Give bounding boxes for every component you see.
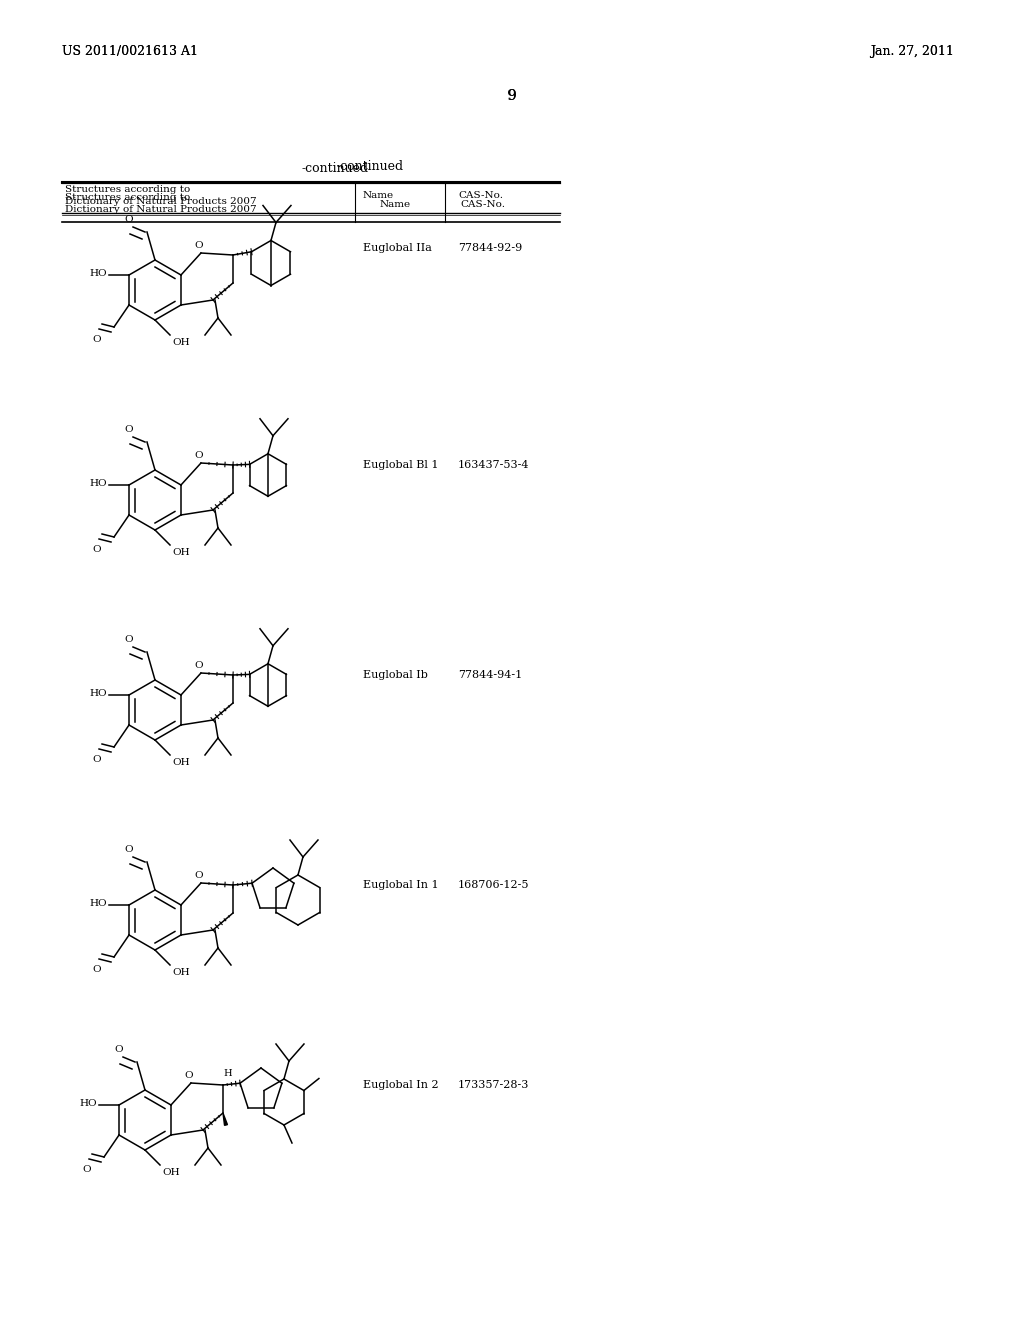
Text: Dictionary of Natural Products 2007: Dictionary of Natural Products 2007 bbox=[65, 197, 257, 206]
Text: 9: 9 bbox=[508, 88, 516, 103]
Text: Euglobal Bl 1: Euglobal Bl 1 bbox=[362, 459, 438, 470]
Text: -continued: -continued bbox=[301, 162, 369, 176]
Text: HO: HO bbox=[89, 479, 108, 488]
Text: O: O bbox=[93, 755, 101, 763]
Text: CAS-No.: CAS-No. bbox=[458, 191, 503, 201]
Text: Euglobal In 1: Euglobal In 1 bbox=[362, 880, 438, 890]
Text: O: O bbox=[125, 425, 133, 434]
Text: O: O bbox=[125, 635, 133, 644]
Text: Jan. 27, 2011: Jan. 27, 2011 bbox=[870, 45, 954, 58]
Text: HO: HO bbox=[89, 689, 108, 698]
Text: OH: OH bbox=[172, 968, 189, 977]
Text: Euglobal IIa: Euglobal IIa bbox=[362, 243, 432, 253]
Text: 9: 9 bbox=[507, 88, 517, 103]
Text: O: O bbox=[93, 544, 101, 553]
Text: H: H bbox=[223, 1068, 232, 1077]
Text: HO: HO bbox=[89, 899, 108, 908]
Text: 168706-12-5: 168706-12-5 bbox=[458, 880, 529, 890]
Text: Structures according to: Structures according to bbox=[65, 185, 190, 194]
Text: O: O bbox=[83, 1164, 91, 1173]
Text: Structures according to: Structures according to bbox=[65, 193, 190, 202]
Text: US 2011/0021613 A1: US 2011/0021613 A1 bbox=[62, 45, 198, 58]
Text: 163437-53-4: 163437-53-4 bbox=[458, 459, 529, 470]
Text: O: O bbox=[125, 846, 133, 854]
Text: O: O bbox=[195, 870, 204, 879]
Text: Dictionary of Natural Products 2007: Dictionary of Natural Products 2007 bbox=[65, 205, 257, 214]
Text: US 2011/0021613 A1: US 2011/0021613 A1 bbox=[62, 45, 198, 58]
Text: 77844-94-1: 77844-94-1 bbox=[458, 671, 522, 680]
Text: OH: OH bbox=[172, 338, 189, 347]
Text: Euglobal In 2: Euglobal In 2 bbox=[362, 1080, 438, 1090]
Text: O: O bbox=[195, 660, 204, 669]
Text: Name: Name bbox=[380, 201, 411, 209]
Text: O: O bbox=[195, 450, 204, 459]
Polygon shape bbox=[223, 1113, 227, 1126]
Text: O: O bbox=[93, 334, 101, 343]
Text: HO: HO bbox=[89, 269, 108, 279]
Text: OH: OH bbox=[162, 1168, 179, 1177]
Text: HO: HO bbox=[80, 1100, 97, 1109]
Text: O: O bbox=[184, 1071, 194, 1080]
Text: O: O bbox=[125, 215, 133, 224]
Text: O: O bbox=[93, 965, 101, 974]
Text: 77844-92-9: 77844-92-9 bbox=[458, 243, 522, 253]
Text: Name: Name bbox=[362, 191, 394, 201]
Text: CAS-No.: CAS-No. bbox=[460, 201, 505, 209]
Text: OH: OH bbox=[172, 758, 189, 767]
Text: OH: OH bbox=[172, 548, 189, 557]
Text: Jan. 27, 2011: Jan. 27, 2011 bbox=[870, 45, 954, 58]
Text: O: O bbox=[115, 1045, 123, 1055]
Text: Euglobal Ib: Euglobal Ib bbox=[362, 671, 428, 680]
Text: -continued: -continued bbox=[337, 160, 403, 173]
Text: 173357-28-3: 173357-28-3 bbox=[458, 1080, 529, 1090]
Text: O: O bbox=[195, 240, 204, 249]
